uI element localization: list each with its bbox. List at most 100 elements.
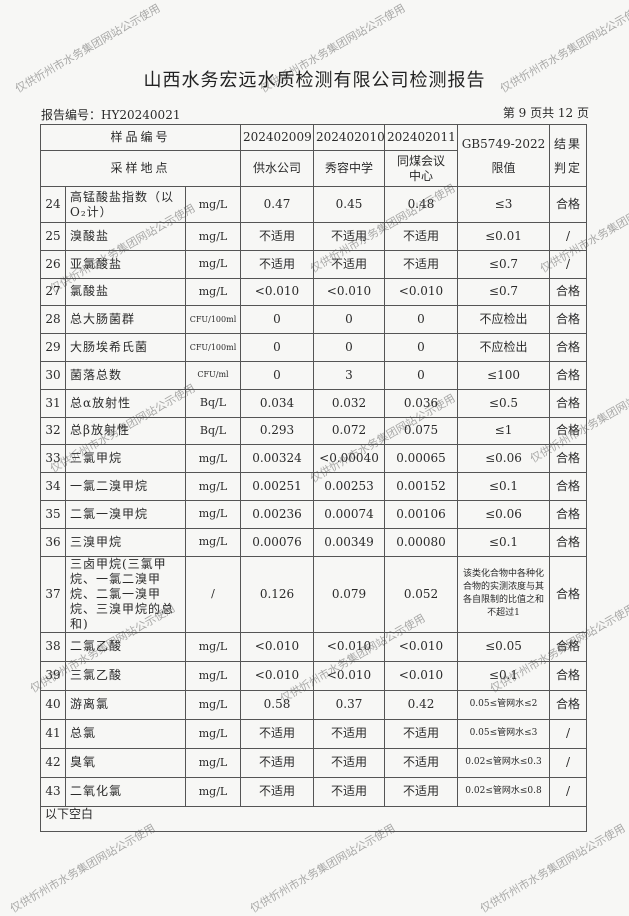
item-no: 42 [40,747,66,778]
limit: ≤1 [457,416,550,446]
table-row: 43 二氧化氯 mg/L 不适用 不适用 不适用 0.02≤管网水≤0.8/ [40,776,587,807]
table-row: 33 三氯甲烷 mg/L 0.00324 <0.00040 0.00065 ≤0.06 合格 [40,444,587,474]
value: 0.079 [313,555,385,633]
unit: mg/L [185,660,241,691]
value: <0.010 [240,631,314,662]
unit: mg/L [185,186,241,223]
limit: 0.05≤管网水≤2 [457,689,550,720]
value: 0 [240,360,314,390]
item-no: 29 [40,333,66,362]
value: 0.032 [313,388,385,418]
footer-row: 以下空白 [40,805,587,832]
limit: ≤0.06 [457,444,550,474]
item-no: 33 [40,444,66,474]
item-name: 氯酸盐 [65,277,186,307]
value: 0 [313,333,385,362]
item-no: 40 [40,689,66,720]
value: 不适用 [240,249,314,279]
value: 0.00074 [313,499,385,529]
table-row: 29 大肠埃希氏菌 CFU/100ml 0 0 0 不应检出 合格 [40,333,587,362]
limit: ≤0.01 [457,222,550,251]
result: 合格 [549,472,587,501]
result: / [549,718,587,749]
value: 不适用 [384,222,458,251]
item-name: 菌落总数 [65,360,186,390]
value: 不适用 [240,718,314,749]
result: 合格 [549,660,587,691]
table-row: 25 溴酸盐 mg/L 不适用 不适用 不适用 ≤0.01/ [40,222,587,251]
unit: Bq/L [185,416,241,446]
item-name: 亚氯酸盐 [65,249,186,279]
item-no: 37 [40,555,66,633]
value: 0.00080 [384,527,458,557]
limit: ≤0.05 [457,631,550,662]
table-row: 42 臭氧 mg/L 不适用 不适用 不适用 0.02≤管网水≤0.3/ [40,747,587,778]
item-name: 二氯一溴甲烷 [65,499,186,529]
item-name: 总大肠菌群 [65,305,186,335]
item-name: 二氧化氯 [65,776,186,807]
watermark: 仅供忻州市水务集团网站公示使用 [248,821,398,916]
unit: CFU/100ml [185,305,241,335]
limit: ≤0.7 [457,277,550,307]
sample-no: 202402011 [384,124,458,151]
item-no: 30 [40,360,66,390]
unit: mg/L [185,222,241,251]
limit: ≤0.1 [457,472,550,501]
unit: CFU/ml [185,360,241,390]
result: / [549,747,587,778]
value: <0.010 [384,631,458,662]
limit: 不应检出 [457,305,550,335]
result: 合格 [549,186,587,223]
site: 秀容中学 [313,150,385,187]
value: <0.010 [384,660,458,691]
table-row: 41 总氯 mg/L 不适用 不适用 不适用 0.05≤管网水≤3/ [40,718,587,749]
limit: 0.02≤管网水≤0.8 [457,776,550,807]
result: 合格 [549,388,587,418]
item-name: 一氯二溴甲烷 [65,472,186,501]
result: 合格 [549,360,587,390]
table-row: 31 总α放射性 Bq/L 0.034 0.032 0.036 ≤0.5 合格 [40,388,587,418]
table-row: 40 游离氯 mg/L 0.58 0.37 0.42 0.05≤管网水≤2 合格 [40,689,587,720]
item-name: 三氯乙酸 [65,660,186,691]
value: 0.00349 [313,527,385,557]
sample-no-label: 样品编号 [40,124,241,151]
item-no: 25 [40,222,66,251]
value: 不适用 [313,776,385,807]
header-row-site: 采样地点 供水公司 秀容中学 同煤会议中心 [40,150,587,187]
report-number: 报告编号：HY20240021 [41,108,181,122]
sample-no: 202402009 [240,124,314,151]
unit: Bq/L [185,388,241,418]
value: 0.58 [240,689,314,720]
value: 不适用 [240,776,314,807]
value: 0 [240,333,314,362]
unit: mg/L [185,776,241,807]
item-name: 二氯乙酸 [65,631,186,662]
value: 不适用 [313,249,385,279]
value: 0.034 [240,388,314,418]
value: <0.00040 [313,444,385,474]
item-no: 34 [40,472,66,501]
value: 0.45 [313,186,385,223]
limit: 0.02≤管网水≤0.3 [457,747,550,778]
value: 0.37 [313,689,385,720]
value: 0 [384,333,458,362]
limit: 不应检出 [457,333,550,362]
unit: mg/L [185,249,241,279]
item-no: 32 [40,416,66,446]
result: / [549,249,587,279]
result: 合格 [549,631,587,662]
value: 0.075 [384,416,458,446]
result: 合格 [549,277,587,307]
item-no: 41 [40,718,66,749]
value: 0.00152 [384,472,458,501]
item-name: 总α放射性 [65,388,186,418]
limit: ≤0.06 [457,499,550,529]
table-row: 30 菌落总数 CFU/ml 0 3 0 ≤100 合格 [40,360,587,390]
footer-note: 以下空白 [40,805,587,832]
site-label: 采样地点 [40,150,241,187]
result: 合格 [549,333,587,362]
unit: mg/L [185,631,241,662]
limit: ≤3 [457,186,550,223]
table-row: 36 三溴甲烷 mg/L 0.00076 0.00349 0.00080 ≤0.1 合格 [40,527,587,557]
value: 0.00324 [240,444,314,474]
